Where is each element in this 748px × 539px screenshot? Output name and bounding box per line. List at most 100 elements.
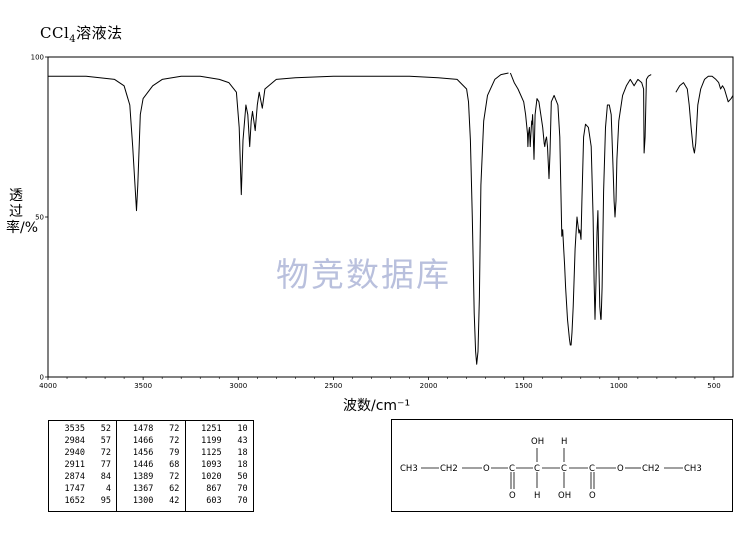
spectrum-line bbox=[48, 72, 509, 365]
peak-transmittance: 57 bbox=[100, 436, 111, 446]
peak-wavenumber: 1747 bbox=[64, 484, 85, 494]
atom-label: C bbox=[589, 464, 595, 474]
peak-row: 1446 68 bbox=[117, 459, 184, 471]
y-axis-ticks: 100 50 0 bbox=[31, 54, 48, 382]
peak-row: 1367 62 bbox=[117, 483, 184, 495]
peak-transmittance: 68 bbox=[169, 460, 180, 470]
peak-wavenumber: 1389 bbox=[132, 472, 154, 482]
x-tick-label: 2000 bbox=[420, 382, 438, 390]
peak-column: 3535 52 2984 57 2940 72 2911 77 2874 84 1747 4 1652 9… bbox=[49, 421, 118, 511]
peak-transmittance: 79 bbox=[169, 448, 180, 458]
peak-wavenumber: 1652 bbox=[64, 496, 85, 506]
spectrum-series bbox=[48, 72, 734, 365]
chart-title: CCl4溶液法 bbox=[40, 24, 123, 45]
peak-row: 2940 72 bbox=[49, 447, 116, 459]
peak-row: 2911 77 bbox=[49, 459, 116, 471]
x-tick-label: 3500 bbox=[134, 382, 152, 390]
x-axis-ticks: 4000 3500 3000 2500 2000 1500 1000 500 bbox=[39, 377, 721, 390]
atom-label: O bbox=[483, 464, 490, 474]
peak-column: 1251 10 1199 43 1125 18 1093 18 1020 50 867 70 603 70 bbox=[186, 421, 253, 511]
atom-label: CH2 bbox=[440, 464, 458, 474]
peak-row: 867 70 bbox=[186, 483, 253, 495]
peak-wavenumber: 1020 bbox=[201, 472, 222, 482]
peak-row: 1466 72 bbox=[117, 435, 184, 447]
spectrum-line bbox=[509, 72, 652, 346]
x-tick-label: 4000 bbox=[39, 382, 57, 390]
peak-transmittance: 70 bbox=[237, 484, 248, 494]
plot-frame bbox=[47, 56, 734, 378]
structure-formula: CH3 CH2 O C O C OH H C H OH C O O CH2 CH… bbox=[400, 437, 702, 501]
spectrum-line bbox=[675, 75, 734, 154]
peak-transmittance: 84 bbox=[100, 472, 111, 482]
peak-wavenumber: 1093 bbox=[201, 460, 222, 470]
peak-transmittance: 52 bbox=[100, 424, 111, 434]
atom-label: C bbox=[534, 464, 540, 474]
atom-label: OH bbox=[558, 491, 571, 501]
peak-wavenumber: 3535 bbox=[64, 424, 85, 434]
atom-label: H bbox=[534, 491, 540, 501]
peak-table: 3535 52 2984 57 2940 72 2911 77 2874 84 1747 4 1652 9… bbox=[48, 420, 254, 512]
x-tick-label: 3000 bbox=[229, 382, 247, 390]
peak-transmittance: 72 bbox=[169, 472, 180, 482]
atom-label: C bbox=[509, 464, 515, 474]
peak-row: 1478 72 bbox=[117, 423, 184, 435]
peak-row: 1652 95 bbox=[49, 495, 116, 507]
atom-label: H bbox=[561, 437, 567, 447]
peak-transmittance: 72 bbox=[169, 424, 180, 434]
peak-transmittance: 43 bbox=[237, 436, 248, 446]
peak-row: 1389 72 bbox=[117, 471, 184, 483]
peak-transmittance: 72 bbox=[169, 436, 180, 446]
atom-label: C bbox=[561, 464, 567, 474]
peak-transmittance: 42 bbox=[169, 496, 180, 506]
peak-transmittance: 18 bbox=[237, 448, 248, 458]
peak-transmittance: 72 bbox=[100, 448, 111, 458]
atom-label: O bbox=[509, 491, 516, 501]
peak-wavenumber: 2940 bbox=[64, 448, 85, 458]
peak-wavenumber: 2911 bbox=[64, 460, 85, 470]
atom-label: CH2 bbox=[642, 464, 660, 474]
peak-row: 1300 42 bbox=[117, 495, 184, 507]
peak-transmittance: 4 bbox=[105, 484, 111, 494]
peak-wavenumber: 1466 bbox=[132, 436, 154, 446]
atom-label: O bbox=[589, 491, 596, 501]
atom-label: CH3 bbox=[684, 464, 702, 474]
peak-transmittance: 50 bbox=[237, 472, 248, 482]
peak-row: 1199 43 bbox=[186, 435, 253, 447]
x-tick-label: 500 bbox=[707, 382, 720, 390]
peak-transmittance: 95 bbox=[100, 496, 111, 506]
peak-row: 3535 52 bbox=[49, 423, 116, 435]
peak-wavenumber: 1367 bbox=[132, 484, 154, 494]
peak-column: 1478 72 1466 72 1456 79 1446 68 1389 72 1367 62 1300… bbox=[117, 421, 186, 511]
peak-transmittance: 62 bbox=[169, 484, 180, 494]
peak-wavenumber: 1478 bbox=[132, 424, 154, 434]
peak-wavenumber: 1456 bbox=[132, 448, 154, 458]
y-tick-label: 0 bbox=[40, 374, 44, 382]
y-axis-label: 透过率/% bbox=[6, 188, 39, 236]
peak-transmittance: 10 bbox=[237, 424, 248, 434]
y-tick-label: 50 bbox=[35, 214, 44, 222]
atom-label: CH3 bbox=[400, 464, 418, 474]
peak-wavenumber: 1125 bbox=[201, 448, 222, 458]
x-tick-label: 2500 bbox=[325, 382, 343, 390]
peak-row: 1747 4 bbox=[49, 483, 116, 495]
peak-row: 1020 50 bbox=[186, 471, 253, 483]
y-tick-label: 100 bbox=[31, 54, 44, 62]
peak-wavenumber: 603 bbox=[206, 496, 222, 506]
watermark: 物竞数据库 bbox=[276, 255, 451, 294]
x-tick-label: 1500 bbox=[515, 382, 533, 390]
x-tick-label: 1000 bbox=[610, 382, 628, 390]
peak-wavenumber: 1300 bbox=[132, 496, 154, 506]
atom-label: O bbox=[617, 464, 624, 474]
x-axis-label: 波数/cm⁻¹ bbox=[343, 398, 411, 414]
peak-row: 1251 10 bbox=[186, 423, 253, 435]
peak-wavenumber: 2984 bbox=[64, 436, 85, 446]
peak-row: 1093 18 bbox=[186, 459, 253, 471]
peak-wavenumber: 1199 bbox=[201, 436, 222, 446]
peak-transmittance: 70 bbox=[237, 496, 248, 506]
peak-row: 603 70 bbox=[186, 495, 253, 507]
peak-transmittance: 18 bbox=[237, 460, 248, 470]
peak-wavenumber: 1446 bbox=[132, 460, 154, 470]
atom-label: OH bbox=[531, 437, 544, 447]
peak-wavenumber: 867 bbox=[206, 484, 222, 494]
